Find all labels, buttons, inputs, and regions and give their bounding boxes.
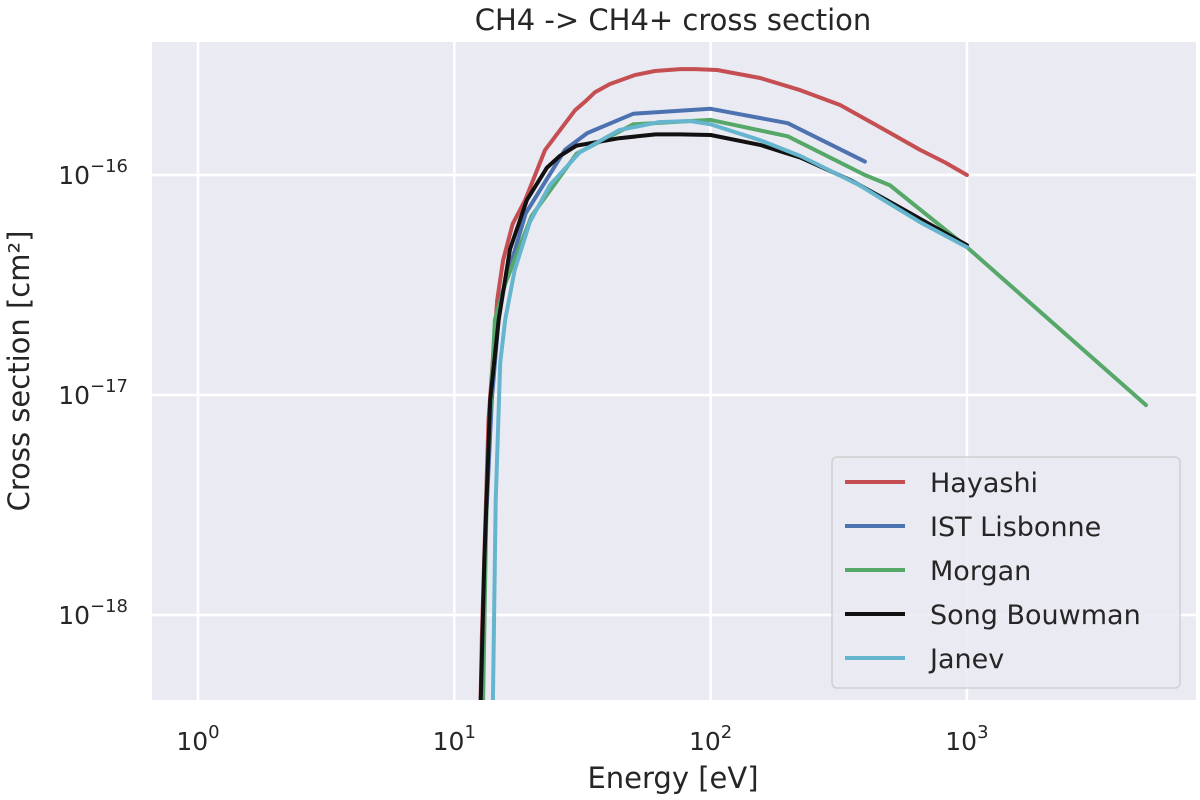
series-line-morgan	[481, 117, 1148, 700]
y-tick-labels: 10−16 10−17 10−18	[58, 156, 128, 630]
legend: Hayashi IST Lisbonne Morgan Song Bouwman Jan…	[831, 456, 1181, 689]
legend-label: Morgan	[930, 556, 1031, 587]
legend-label: Hayashi	[930, 468, 1038, 499]
chart-title: CH4 -> CH4+ cross section	[475, 3, 872, 37]
x-tick-label: 102	[689, 722, 732, 756]
legend-box	[831, 456, 1181, 689]
x-tick-label: 103	[945, 722, 988, 756]
x-tick-label: 100	[176, 722, 219, 756]
x-axis-label: Energy [eV]	[587, 761, 758, 795]
series-line-hayashi	[478, 67, 969, 700]
y-tick-label: 10−16	[58, 156, 128, 190]
y-tick-label: 10−17	[58, 376, 128, 410]
y-tick-label: 10−18	[58, 596, 128, 630]
y-axis-label: Cross section [cm²]	[2, 231, 36, 512]
legend-label: Song Bouwman	[930, 600, 1141, 631]
x-tick-labels: 100 101 102 103	[176, 722, 988, 756]
legend-label: Janev	[928, 644, 1004, 675]
series-line-janev	[490, 119, 969, 700]
legend-label: IST Lisbonne	[930, 512, 1101, 543]
x-tick-label: 101	[433, 722, 476, 756]
series-lines	[478, 67, 1148, 700]
